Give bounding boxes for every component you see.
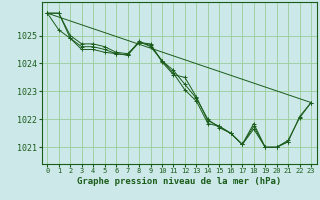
X-axis label: Graphe pression niveau de la mer (hPa): Graphe pression niveau de la mer (hPa) [77,177,281,186]
